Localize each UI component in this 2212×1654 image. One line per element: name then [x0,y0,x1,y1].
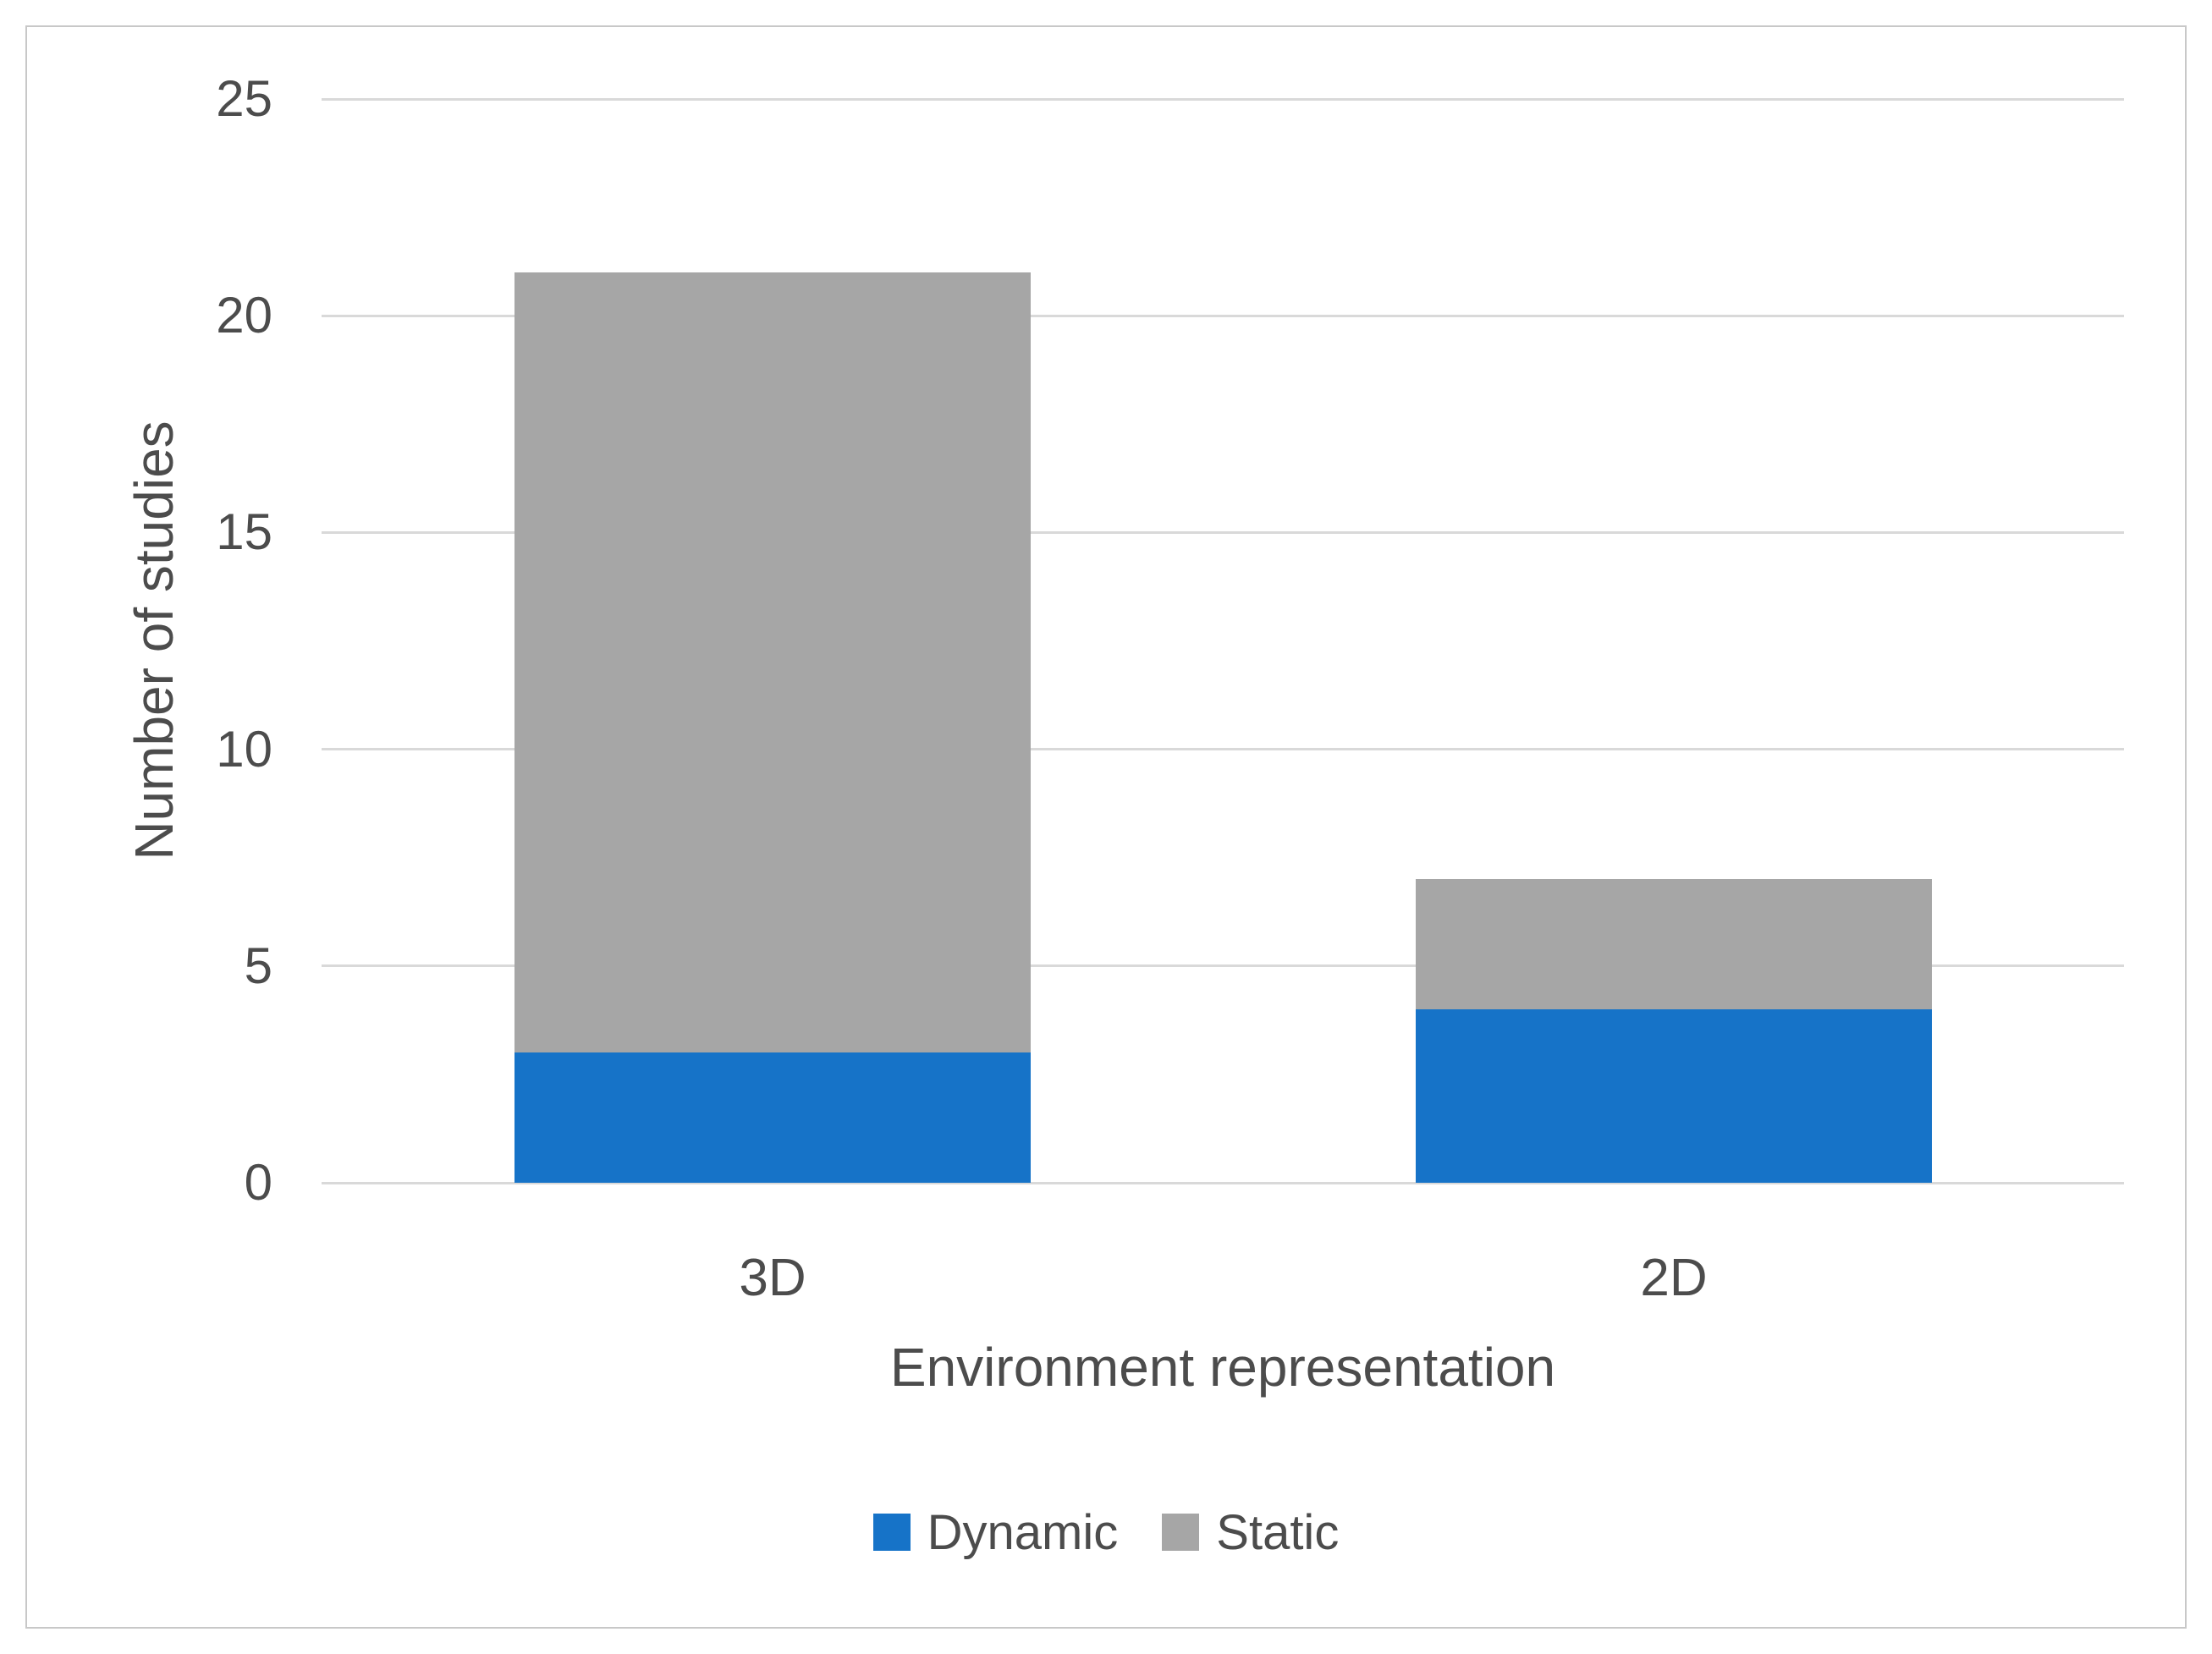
bar-2d-dynamic-segment[interactable] [1416,1009,1932,1183]
y-tick-label-5: 5 [244,937,272,994]
x-category-label-3d: 3D [739,1249,806,1307]
x-category-label-2d: 2D [1640,1249,1708,1307]
legend-swatch-static-icon [1162,1514,1200,1551]
gridline-25 [322,97,2124,101]
y-tick-label-20: 20 [216,287,272,344]
legend-swatch-dynamic-icon [872,1514,911,1551]
legend-item-dynamic[interactable]: Dynamic [872,1504,1119,1561]
gridline-20 [322,314,2124,317]
y-tick-label-0: 0 [244,1154,272,1211]
gridline-15 [322,530,2124,534]
gridline-0 [322,1181,2124,1184]
bar-3d-static-segment[interactable] [514,272,1031,1052]
y-tick-label-15: 15 [216,503,272,561]
legend-label-dynamic: Dynamic [927,1504,1119,1560]
y-axis-title: Number of studies [124,420,184,860]
gridline-10 [322,748,2124,751]
x-axis-title: Environment representation [889,1337,1556,1398]
legend-item-static[interactable]: Static [1162,1504,1339,1561]
bar-2d-static-segment[interactable] [1416,879,1932,1009]
plot-area [322,97,2124,1184]
y-tick-label-25: 25 [216,70,272,127]
legend: Dynamic Static [0,1486,2212,1579]
chart-frame-border [25,25,2187,1629]
y-tick-label-10: 10 [216,720,272,778]
gridline-5 [322,964,2124,968]
bar-3d-dynamic-segment[interactable] [514,1052,1031,1183]
legend-label-static: Static [1216,1504,1340,1560]
